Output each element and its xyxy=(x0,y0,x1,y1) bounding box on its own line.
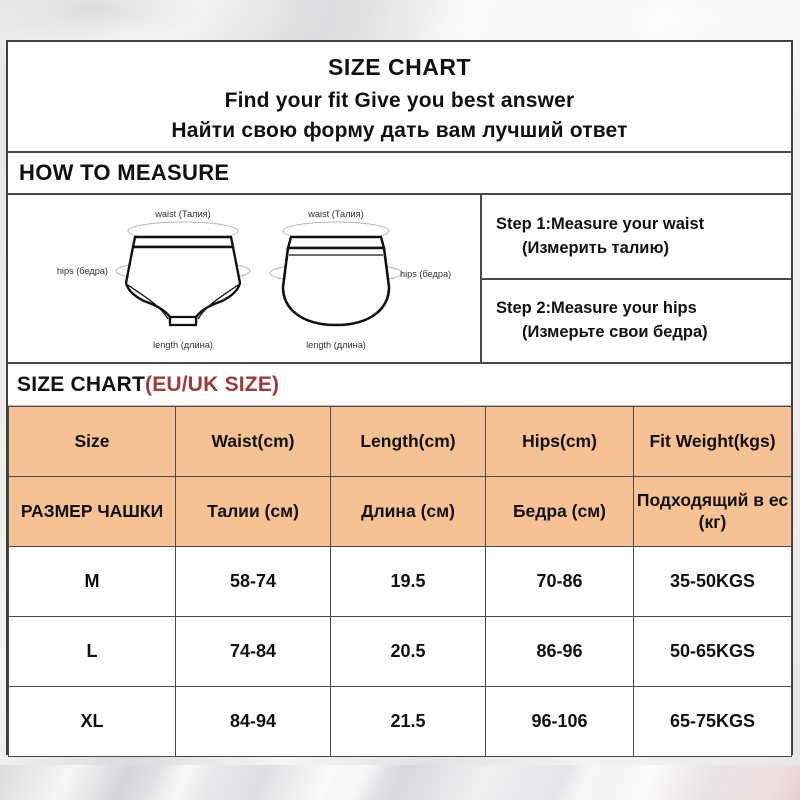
cell-length: 21.5 xyxy=(330,686,486,757)
cell-length: 19.5 xyxy=(330,546,486,617)
cell-size: M xyxy=(8,546,176,617)
how-to-measure-band: HOW TO MEASURE xyxy=(8,153,791,195)
cell-hips: 86-96 xyxy=(485,616,634,687)
header-ru-waist: Талии (см) xyxy=(175,476,331,547)
cell-size: L xyxy=(8,616,176,687)
waistband-front xyxy=(131,235,235,249)
header-en-length: Length(cm) xyxy=(330,406,486,477)
size-chart-heading-black: SIZE CHART xyxy=(17,372,145,396)
header-en-size: Size xyxy=(8,406,176,477)
hips-label-back: hips (бедра) xyxy=(400,269,451,279)
header-ru-size: РАЗМЕР ЧАШКИ xyxy=(8,476,176,547)
header-ru-length: Длина (см) xyxy=(330,476,486,547)
table-header-row-russian: РАЗМЕР ЧАШКИ Талии (см) Длина (см) Бедра… xyxy=(8,476,792,547)
length-label-back: length (длина) xyxy=(306,340,366,350)
background-fold-top xyxy=(0,0,360,45)
size-chart-heading-region: (EU/UK SIZE) xyxy=(145,372,280,396)
leg-opening-left-front xyxy=(127,284,169,320)
cell-hips: 70-86 xyxy=(485,546,634,617)
garment-body-back xyxy=(281,246,391,327)
table-row: L 74-84 20.5 86-96 50-65KGS xyxy=(8,616,792,687)
garment-back-diagram: waist (Талия) hips (бедра) length (длина… xyxy=(269,209,451,350)
cell-length: 20.5 xyxy=(330,616,486,687)
garment-diagrams-svg: waist (Талия) hips (бедра) length (длина… xyxy=(57,209,451,350)
page-title: SIZE CHART xyxy=(328,54,471,80)
step-1-line-1: Step 1:Measure your waist xyxy=(496,214,705,233)
measure-step-1: Step 1:Measure your waist (Измерить тали… xyxy=(482,195,791,278)
header-en-hips: Hips(cm) xyxy=(485,406,634,477)
step-2-line-2: (Измерьте свои бедра) xyxy=(522,323,708,342)
gusset-front xyxy=(168,315,198,327)
hips-label-front: hips (бедра) xyxy=(57,266,108,276)
cell-waist: 74-84 xyxy=(175,616,331,687)
how-to-measure-title: HOW TO MEASURE xyxy=(19,160,230,185)
table-row: M 58-74 19.5 70-86 35-50KGS xyxy=(8,546,792,617)
waist-label-back: waist (Талия) xyxy=(307,209,363,219)
size-chart-table: Size Waist(cm) Length(cm) Hips(cm) Fit W… xyxy=(8,406,792,757)
size-chart-heading: SIZE CHART (EU/UK SIZE) xyxy=(8,364,791,406)
step-2-line-1: Step 2:Measure your hips xyxy=(496,299,697,318)
measure-steps-cell: Step 1:Measure your waist (Измерить тали… xyxy=(482,195,791,362)
waistband-back xyxy=(286,235,386,250)
header-en-weight: Fit Weight(kgs) xyxy=(633,406,792,477)
cell-waist: 58-74 xyxy=(175,546,331,617)
subtitle-russian: Найти свою форму дать вам лучший ответ xyxy=(171,118,628,142)
garment-front-diagram: waist (Талия) hips (бедра) length (длина… xyxy=(57,209,251,350)
subtitle-english: Find your fit Give you best answer xyxy=(224,88,575,112)
header-ru-weight: Подходящий в ес (кг) xyxy=(633,476,792,547)
waist-label-front: waist (Талия) xyxy=(154,209,210,219)
cell-hips: 96-106 xyxy=(485,686,634,757)
cell-weight: 65-75KGS xyxy=(633,686,792,757)
cell-weight: 35-50KGS xyxy=(633,546,792,617)
header-ru-hips: Бедра (см) xyxy=(485,476,634,547)
table-header-row-english: Size Waist(cm) Length(cm) Hips(cm) Fit W… xyxy=(8,406,792,477)
garment-body-front xyxy=(124,245,242,325)
header-en-waist: Waist(cm) xyxy=(175,406,331,477)
size-chart-card: SIZE CHART Find your fit Give you best a… xyxy=(6,40,793,757)
leg-opening-right-front xyxy=(197,284,239,320)
garment-diagram-cell: waist (Талия) hips (бедра) length (длина… xyxy=(8,195,482,362)
table-row: XL 84-94 21.5 96-106 65-75KGS xyxy=(8,686,792,757)
measure-row: waist (Талия) hips (бедра) length (длина… xyxy=(8,195,791,364)
cell-weight: 50-65KGS xyxy=(633,616,792,687)
title-block: SIZE CHART Find your fit Give you best a… xyxy=(8,42,791,153)
measure-step-2: Step 2:Measure your hips (Измерьте свои … xyxy=(482,277,791,363)
step-1-line-2: (Измерить талию) xyxy=(522,238,670,257)
satin-background-bottom xyxy=(0,765,800,800)
cell-size: XL xyxy=(8,686,176,757)
length-label-front: length (длина) xyxy=(153,340,213,350)
cell-waist: 84-94 xyxy=(175,686,331,757)
